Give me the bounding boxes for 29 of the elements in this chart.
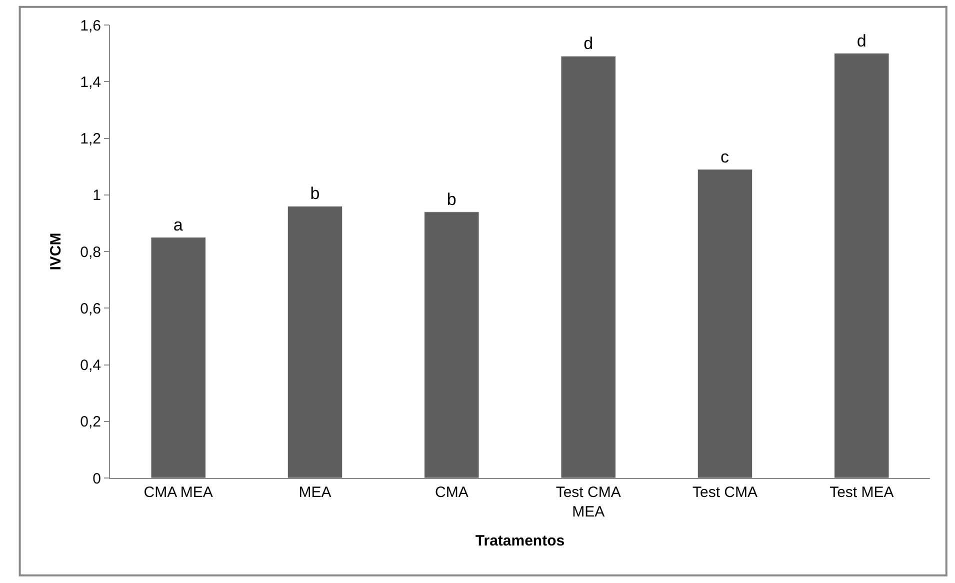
x-tick-label: CMA bbox=[435, 484, 468, 501]
bar bbox=[834, 53, 890, 478]
x-tick-label: Test CMA bbox=[692, 484, 758, 501]
y-tick-label: 1,2 bbox=[80, 130, 101, 148]
data-label: b bbox=[446, 190, 456, 209]
y-tick-label: 0 bbox=[92, 470, 101, 488]
y-tick-label: 0,2 bbox=[80, 414, 101, 431]
x-tick-label: MEA bbox=[298, 484, 332, 501]
bar bbox=[697, 169, 753, 478]
x-tick-label: Test CMA MEA bbox=[556, 484, 621, 520]
data-label: c bbox=[720, 147, 730, 166]
data-label: d bbox=[856, 31, 866, 50]
bar bbox=[150, 237, 206, 478]
bar bbox=[424, 212, 480, 478]
data-label: b bbox=[310, 184, 320, 204]
y-tick-label: 0,6 bbox=[80, 300, 101, 318]
y-axis-title: IVCM bbox=[47, 232, 64, 270]
bar bbox=[560, 56, 616, 478]
data-label: d bbox=[584, 34, 594, 54]
y-tick-label: 0,4 bbox=[80, 357, 101, 374]
data-label: a bbox=[173, 215, 184, 234]
y-tick-label: 0,8 bbox=[80, 244, 101, 261]
x-axis-title: Tratamentos bbox=[475, 532, 565, 550]
y-tick-label: 1,4 bbox=[80, 74, 101, 91]
x-tick-label: Test MEA bbox=[830, 484, 894, 501]
y-tick-label: 1,6 bbox=[80, 17, 101, 34]
y-tick-label: 1 bbox=[92, 187, 101, 204]
x-tick-label: CMA MEA bbox=[144, 484, 213, 501]
bar bbox=[287, 206, 343, 478]
